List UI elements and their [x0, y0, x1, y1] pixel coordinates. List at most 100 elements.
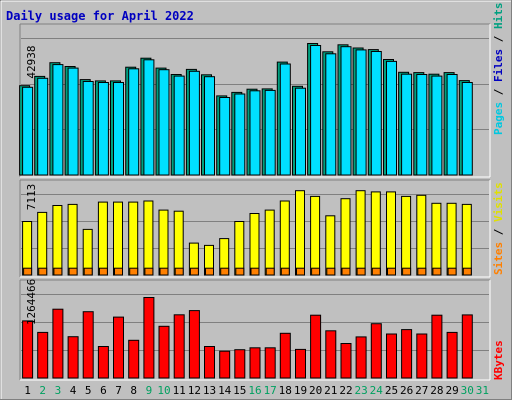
bar-sites-day-30 [462, 267, 472, 276]
bar-pages-day-9 [143, 59, 155, 176]
bar-kbytes-day-8 [128, 339, 140, 379]
bar-kbytes-day-24 [370, 323, 382, 379]
x-tick-label-24: 24 [370, 384, 384, 397]
bar-visits-day-7 [113, 201, 123, 276]
bar-sites-day-16 [250, 267, 260, 276]
legend-sites: Sites [492, 242, 505, 275]
bar-pages-day-30 [461, 82, 473, 176]
bar-kbytes-day-15 [234, 349, 246, 379]
bar-sites-day-28 [432, 267, 442, 276]
legend-kbytes-label: KBytes [492, 340, 505, 380]
bar-pages-day-15 [234, 93, 246, 176]
x-tick-label-7: 7 [115, 384, 122, 397]
legend-hits: Hits [492, 3, 505, 30]
bar-pages-day-29 [446, 74, 458, 176]
bar-kbytes-day-18 [279, 332, 291, 379]
bar-pages-day-14 [219, 97, 231, 176]
bar-kbytes-day-12 [188, 310, 200, 379]
bar-pages-day-8 [128, 68, 140, 176]
x-tick-label-21: 21 [324, 384, 337, 397]
bar-kbytes-day-13 [204, 346, 215, 379]
legend-sites-visits: Sites / Visits [492, 182, 505, 275]
bar-visits-day-9 [143, 200, 154, 276]
bar-visits-day-26 [401, 195, 412, 276]
bar-sites-day-9 [144, 267, 154, 276]
x-tick-label-29: 29 [445, 384, 458, 397]
bar-visits-day-19 [295, 190, 305, 276]
bar-pages-day-22 [340, 46, 352, 176]
x-tick-label-12: 12 [188, 384, 201, 397]
bar-sites-day-10 [159, 267, 169, 276]
bar-pages-day-27 [416, 74, 428, 176]
x-tick-label-22: 22 [339, 384, 352, 397]
bar-kbytes-day-4 [67, 336, 79, 379]
bar-sites-day-25 [387, 267, 396, 276]
bar-visits-day-18 [279, 200, 290, 276]
bar-pages-day-21 [325, 53, 337, 176]
bar-visits-day-25 [386, 191, 396, 276]
bar-pages-day-4 [67, 67, 79, 176]
x-tick-label-8: 8 [130, 384, 137, 397]
bar-kbytes-day-28 [431, 314, 443, 379]
legend-kbytes: KBytes [492, 340, 505, 380]
x-tick-label-9: 9 [146, 384, 153, 397]
x-tick-label-17: 17 [264, 384, 277, 397]
bar-sites-day-3 [53, 267, 63, 276]
bar-kbytes-day-22 [340, 343, 352, 379]
bar-sites-day-22 [341, 267, 351, 276]
bar-kbytes-day-7 [113, 316, 124, 379]
bar-visits-day-20 [310, 195, 321, 276]
bar-sites-day-17 [265, 267, 275, 276]
legend-pages: Pages [492, 102, 505, 135]
x-tick-label-26: 26 [400, 384, 413, 397]
bar-kbytes-day-29 [446, 331, 458, 379]
bar-sites-day-6 [98, 267, 108, 276]
bar-kbytes-day-10 [158, 325, 170, 379]
x-tick-label-16: 16 [248, 384, 261, 397]
bar-sites-day-8 [129, 267, 139, 276]
legend-slash-2: / [492, 35, 505, 42]
ymax-label-hits: 42938 [25, 45, 38, 78]
bar-sites-day-29 [447, 267, 457, 276]
bar-pages-day-23 [355, 49, 367, 176]
bar-sites-day-14 [220, 267, 230, 276]
bar-visits-day-21 [325, 215, 336, 276]
x-tick-label-23: 23 [354, 384, 367, 397]
x-tick-label-4: 4 [70, 384, 77, 397]
bar-pages-day-1 [22, 86, 34, 176]
bar-kbytes-day-21 [325, 330, 337, 379]
bar-sites-day-23 [356, 267, 366, 276]
x-tick-label-1: 1 [24, 384, 31, 397]
bar-pages-day-11 [173, 75, 185, 176]
x-tick-label-11: 11 [173, 384, 186, 397]
bar-kbytes-day-17 [264, 347, 276, 379]
bar-kbytes-day-20 [310, 314, 322, 379]
bar-pages-day-19 [295, 87, 306, 176]
bar-kbytes-day-19 [295, 348, 306, 379]
legend-slash-1: / [492, 88, 505, 95]
x-tick-label-6: 6 [100, 384, 107, 397]
bar-kbytes-day-6 [97, 346, 109, 379]
bar-sites-day-2 [38, 267, 48, 276]
bar-kbytes-day-11 [173, 314, 185, 379]
bar-visits-day-27 [416, 194, 427, 276]
bar-sites-day-5 [83, 267, 93, 276]
x-tick-label-27: 27 [415, 384, 428, 397]
bar-kbytes-day-30 [461, 314, 473, 379]
bar-pages-day-5 [82, 81, 94, 176]
ymax-label-kbytes: 1264466 [25, 279, 38, 325]
bar-pages-day-3 [52, 64, 64, 176]
bar-kbytes-day-5 [82, 311, 94, 379]
bar-kbytes-day-1 [22, 320, 34, 379]
bar-visits-day-28 [431, 202, 442, 276]
bar-pages-day-26 [401, 73, 413, 176]
bar-visits-day-17 [264, 209, 275, 276]
bar-kbytes-day-9 [143, 297, 155, 379]
x-tick-label-13: 13 [203, 384, 216, 397]
bar-sites-day-19 [296, 267, 305, 276]
bar-pages-day-18 [279, 63, 291, 176]
bar-sites-day-12 [189, 267, 199, 276]
bar-visits-day-23 [355, 190, 366, 276]
bar-visits-day-22 [340, 198, 351, 276]
